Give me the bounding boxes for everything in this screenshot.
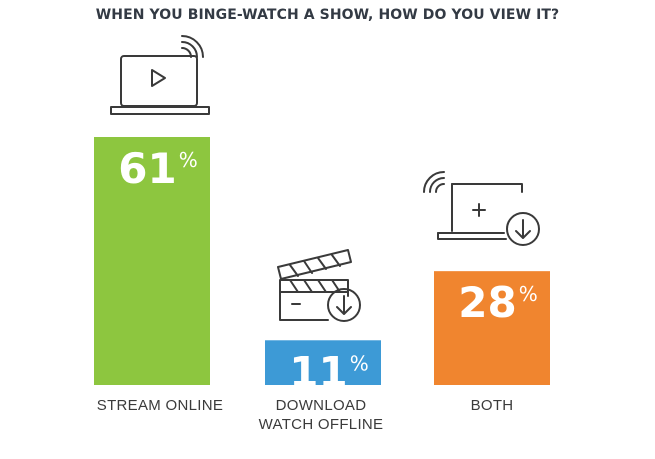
value-label-1: 11%	[289, 347, 368, 396]
value-number-2: 28	[458, 278, 516, 327]
value-unit-1: %	[350, 351, 369, 375]
clapperboard-download-icon	[270, 243, 370, 330]
value-number-1: 11	[289, 347, 347, 396]
category-label-download-watch-offline: DOWNLOAD WATCH OFFLINE	[258, 397, 384, 433]
category-label-stream-online: STREAM ONLINE	[96, 397, 224, 414]
laptop-streaming-icon	[108, 35, 212, 125]
category-label-both: BOTH	[470, 397, 514, 414]
value-label-2: 28%	[458, 278, 537, 327]
bar-2	[434, 271, 550, 385]
chart-title: WHEN YOU BINGE-WATCH A SHOW, HOW DO YOU …	[95, 7, 560, 23]
value-unit-0: %	[179, 148, 198, 172]
value-unit-2: %	[519, 282, 538, 306]
value-label-0: 61%	[118, 144, 197, 193]
value-number-0: 61	[118, 144, 176, 193]
laptop-download-icon	[423, 171, 552, 261]
bar-1	[265, 340, 381, 385]
bar-0	[94, 137, 210, 385]
